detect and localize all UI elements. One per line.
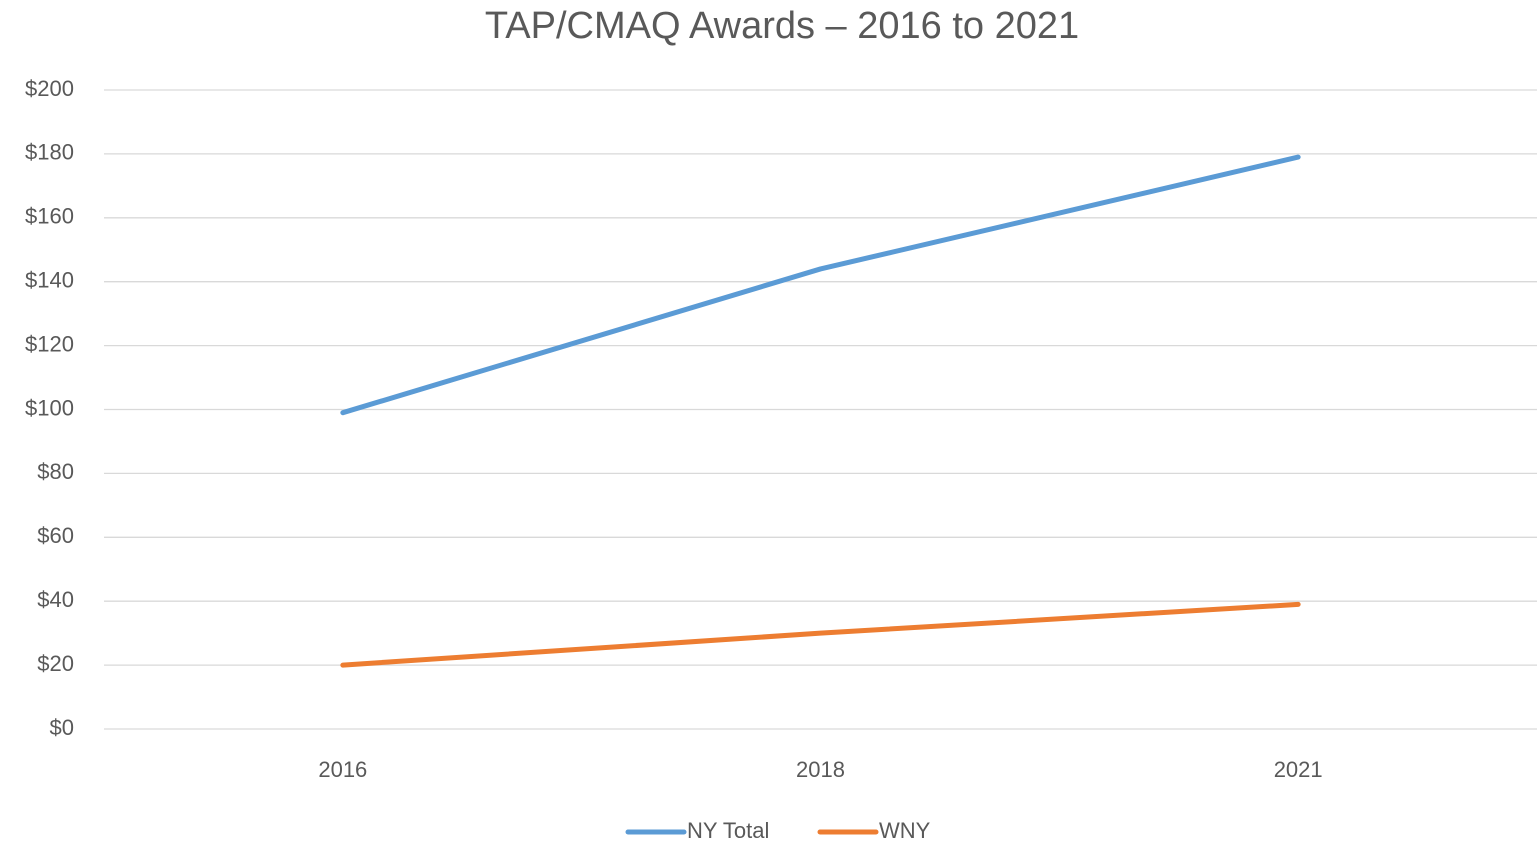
y-tick-label: $100 xyxy=(25,395,74,420)
y-tick-label: $60 xyxy=(37,523,74,548)
y-tick-label: $20 xyxy=(37,651,74,676)
y-tick-label: $200 xyxy=(25,76,74,101)
data-line xyxy=(340,601,1301,668)
data-line xyxy=(340,154,1301,416)
y-tick-label: $180 xyxy=(25,140,74,165)
y-tick-label: $0 xyxy=(50,715,74,740)
legend-label: NY Total xyxy=(687,818,769,843)
y-tick-label: $160 xyxy=(25,204,74,229)
x-tick-label: 2018 xyxy=(796,757,845,782)
x-tick-label: 2016 xyxy=(318,757,367,782)
y-tick-label: $140 xyxy=(25,268,74,293)
x-tick-label: 2021 xyxy=(1274,757,1323,782)
legend-label: WNY xyxy=(879,818,931,843)
y-tick-label: $80 xyxy=(37,459,74,484)
y-tick-label: $40 xyxy=(37,587,74,612)
y-tick-label: $120 xyxy=(25,331,74,356)
chart-title: TAP/CMAQ Awards – 2016 to 2021 xyxy=(485,5,1079,47)
